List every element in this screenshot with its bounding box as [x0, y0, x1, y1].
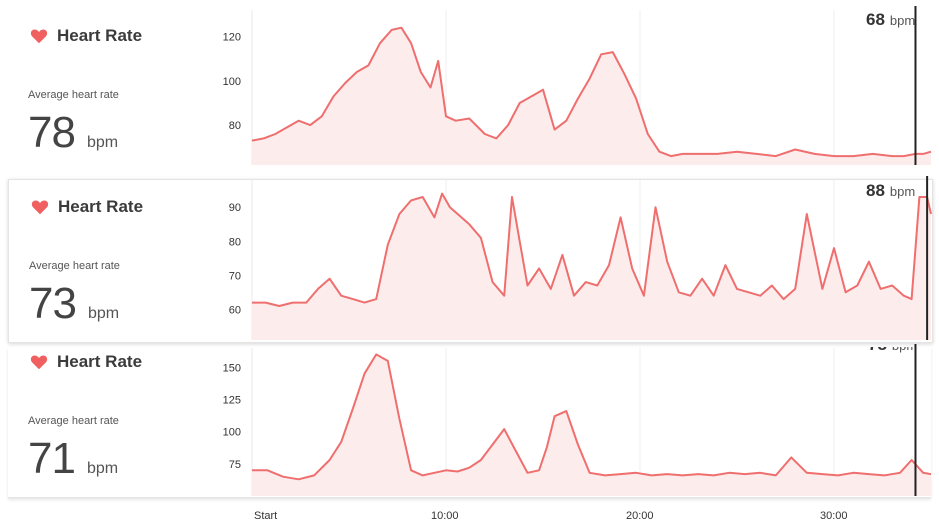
y-tick-label: 60	[229, 304, 241, 316]
y-tick-label: 125	[223, 394, 241, 406]
hover-value: 68 bpm	[866, 10, 915, 30]
y-tick-label: 80	[229, 236, 241, 248]
heart-icon	[30, 29, 48, 44]
hover-value: 78 bpm	[868, 347, 917, 355]
x-tick-label: Start	[254, 510, 278, 522]
y-tick-label: 120	[223, 32, 241, 44]
y-tick-label: 100	[223, 427, 241, 439]
card-header: Heart Rate	[30, 352, 142, 372]
heart-rate-area	[252, 354, 931, 496]
card-title: Heart Rate	[57, 26, 143, 45]
heart-rate-line	[252, 353, 932, 481]
heart-rate-line	[251, 26, 932, 158]
y-tick-label: 75	[229, 459, 241, 471]
average-label: Average heart rate	[28, 89, 119, 101]
average-unit: bpm	[86, 460, 119, 477]
average-number: 71	[28, 434, 76, 483]
average-value: 78 bpm	[28, 108, 118, 158]
y-tick-label: 100	[223, 76, 241, 88]
y-tick-label: 70	[229, 270, 241, 282]
average-label: Average heart rate	[29, 260, 120, 272]
heart-rate-area	[252, 27, 931, 166]
card-title: Heart Rate	[58, 197, 144, 216]
hover-value-unit: bpm	[889, 184, 916, 199]
hover-value: 88 bpm	[866, 181, 915, 201]
heart-icon	[30, 355, 48, 370]
hover-value-number: 88	[866, 181, 885, 200]
hover-value-unit: bpm	[892, 347, 917, 353]
average-value: 73 bpm	[29, 279, 119, 329]
average-unit: bpm	[87, 305, 120, 322]
average-label: Average heart rate	[28, 415, 119, 427]
average-number: 78	[28, 108, 76, 157]
average-unit: bpm	[86, 134, 119, 151]
x-tick-label: 10:00	[431, 510, 459, 522]
card-header: Heart Rate	[30, 26, 142, 46]
heart-icon	[31, 200, 49, 215]
x-tick-label: 20:00	[626, 510, 654, 522]
y-tick-label: 80	[229, 120, 241, 132]
hover-value-number: 78	[868, 347, 887, 355]
y-tick-label: 150	[223, 362, 241, 374]
average-number: 73	[29, 279, 77, 328]
card-title: Heart Rate	[57, 352, 143, 371]
hover-value-unit: bpm	[889, 13, 916, 28]
y-tick-label: 90	[229, 202, 241, 214]
heart-rate-line	[252, 192, 932, 307]
hover-value-number: 68	[866, 10, 885, 29]
heart-rate-area	[252, 193, 931, 340]
x-tick-label: 30:00	[820, 510, 848, 522]
average-value: 71 bpm	[28, 434, 118, 484]
card-header: Heart Rate	[31, 197, 143, 217]
